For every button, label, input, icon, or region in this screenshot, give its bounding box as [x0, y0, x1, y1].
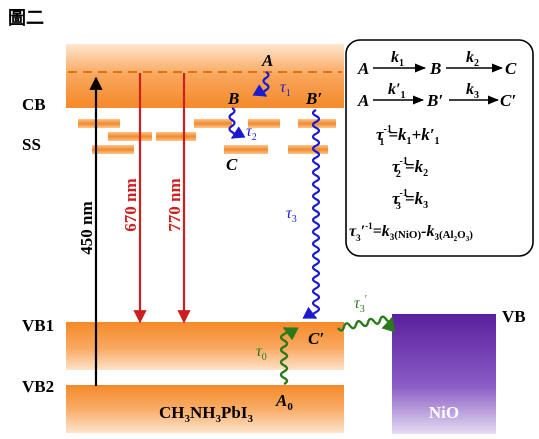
hole-transfer-nio-arrow — [337, 315, 396, 333]
conduction-band — [66, 44, 344, 108]
perovskite-label: CH3NH3PbI3 — [159, 403, 253, 425]
excitation-label: 450 nm — [77, 201, 96, 254]
svg-text:C: C — [505, 59, 517, 78]
nio-label: NiO — [429, 403, 459, 422]
figure-title: 圖二 — [8, 8, 44, 29]
svg-text:A: A — [357, 59, 369, 78]
surface-state-bar — [224, 145, 268, 154]
vb2-label: VB2 — [22, 377, 54, 396]
state-a0-label: A0 — [275, 391, 293, 413]
svg-text:k′1: k′1 — [388, 81, 406, 101]
cb-label: CB — [22, 95, 46, 114]
state-a-label: A — [261, 51, 273, 70]
kinetic-scheme-1: A k1 B k2 C — [357, 49, 517, 78]
tau0-label: τ0 — [256, 343, 267, 363]
tau3-label: τ3 — [286, 205, 297, 225]
valence-band-2 — [66, 385, 344, 433]
tau3-prime-label: τ3′ — [354, 293, 367, 315]
kinetic-scheme-2: A k′1 B′ k3 C′ — [357, 81, 516, 110]
state-b-label: B — [227, 89, 239, 108]
emission-670-label: 670 nm — [121, 178, 140, 231]
relaxation-b-to-c-arrow — [228, 107, 246, 139]
surface-state-bar — [78, 119, 120, 128]
svg-text:k1: k1 — [391, 49, 404, 69]
emission-770-label: 770 nm — [165, 178, 184, 231]
svg-text:k3: k3 — [466, 81, 479, 101]
surface-state-bar — [194, 119, 232, 128]
svg-text:B: B — [429, 59, 441, 78]
surface-state-bar — [156, 132, 196, 141]
surface-state-bar — [92, 145, 134, 154]
equation-tau1: τ-1 1 =k1+k′1 — [376, 124, 439, 148]
state-c-prime-label: C′ — [308, 329, 324, 348]
relaxation-a-to-b-arrow — [252, 71, 270, 97]
svg-text:k2: k2 — [466, 49, 479, 69]
surface-states — [78, 119, 336, 154]
equation-tau3-prime: τ3′-1=k3(NiO)-k3(Al2O3) — [349, 221, 473, 243]
ss-label: SS — [22, 135, 41, 154]
nio-valence-band — [392, 314, 496, 434]
tau2-label: τ2 — [246, 123, 257, 143]
relaxation-bp-to-cp-arrow — [302, 109, 321, 319]
svg-text:B′: B′ — [426, 91, 443, 110]
hole-relaxation-a0-arrow — [279, 326, 299, 386]
state-c-label: C — [226, 155, 238, 174]
surface-state-bar — [108, 132, 152, 141]
surface-state-bar — [288, 145, 328, 154]
svg-text:A: A — [357, 91, 369, 110]
tau1-label: τ1 — [280, 79, 291, 99]
vb1-label: VB1 — [22, 316, 54, 335]
state-b-prime-label: B′ — [305, 89, 322, 108]
equation-tau3: τ-1 3 =k3 — [392, 188, 428, 212]
equation-tau2: τ-1 2 =k2 — [392, 156, 428, 180]
valence-band-1 — [66, 322, 344, 370]
svg-text:C′: C′ — [500, 91, 516, 110]
surface-state-bar — [298, 119, 336, 128]
surface-state-bar — [248, 119, 280, 128]
kinetics-box — [345, 39, 534, 257]
nio-vb-label: VB — [502, 307, 526, 326]
